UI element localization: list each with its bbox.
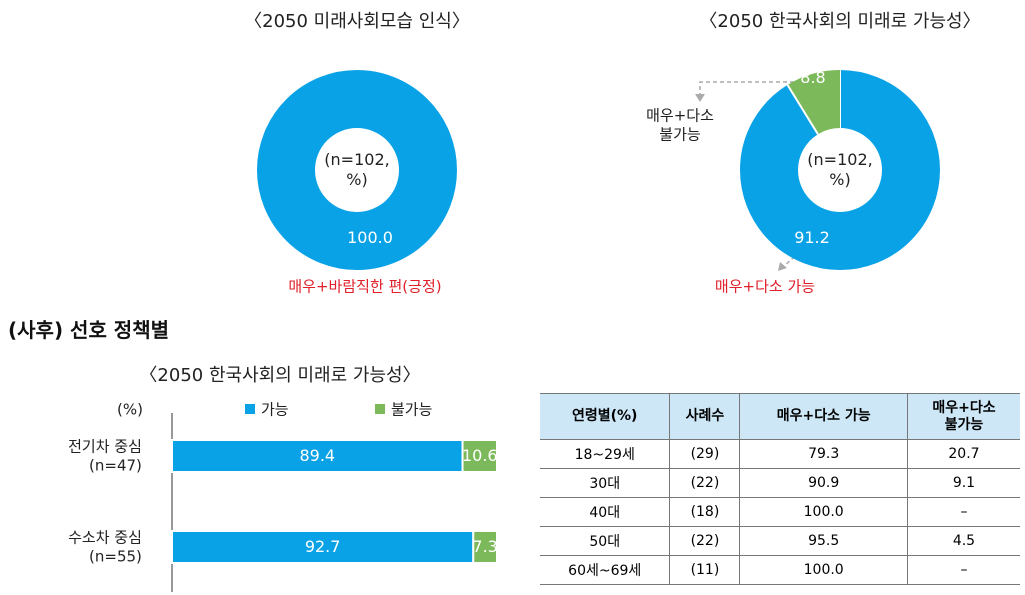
table-cell: 95.5 bbox=[739, 526, 908, 556]
table-cell: 60세~69세 bbox=[540, 555, 671, 585]
table-cell: – bbox=[906, 555, 1020, 585]
table-cell: 9.1 bbox=[906, 468, 1020, 498]
header-cell: 매우+다소 가능 bbox=[739, 393, 908, 440]
table-cell: (29) bbox=[669, 439, 741, 469]
legend-label: 불가능 bbox=[391, 400, 433, 419]
y-tick-label: 전기차 중심 (n=47) bbox=[68, 437, 142, 474]
legend-swatch bbox=[245, 404, 255, 414]
category-label: 매우+다소 가능 bbox=[714, 277, 816, 296]
value-label: 8.8 bbox=[800, 68, 826, 87]
segment-separator bbox=[786, 84, 819, 135]
value-label: 7.3 bbox=[472, 537, 498, 556]
table-cell: – bbox=[906, 497, 1020, 527]
chart-title: 〈2050 한국사회의 미래로 가능성〉 bbox=[699, 10, 981, 32]
header-cell: 사례수 bbox=[669, 393, 741, 440]
chart-title: 〈2050 미래사회모습 인식〉 bbox=[244, 10, 470, 32]
table-cell: 50대 bbox=[540, 526, 671, 556]
bar bbox=[461, 439, 498, 473]
table-row: 60세~69세 (11) 100.0– bbox=[540, 555, 1020, 585]
table-cell: 90.9 bbox=[739, 468, 908, 498]
legend-label: 가능 bbox=[261, 400, 289, 419]
table-header: 연령별(%) 사례수 매우+다소 가능 매우+다소 불가능 bbox=[540, 393, 1020, 440]
table-cell: 4.5 bbox=[906, 526, 1020, 556]
chart-title: 〈2050 한국사회의 미래로 가능성〉 bbox=[139, 364, 421, 386]
arrow-head bbox=[778, 262, 787, 271]
y-tick-label: 수소차 중심 (n=55) bbox=[68, 528, 142, 565]
bar bbox=[472, 530, 498, 564]
table-body: 18~29세 (29) 79.3 20.7 30대 (22) 90.9 9.1 40대 (18) 1… bbox=[540, 439, 1020, 585]
donut-segment bbox=[257, 70, 457, 270]
table-cell: (22) bbox=[669, 468, 741, 498]
table-cell: 100.0 bbox=[739, 497, 908, 527]
table-cell: 18~29세 bbox=[540, 439, 671, 469]
table-cell: (18) bbox=[669, 497, 741, 527]
table-row: 18~29세 (29) 79.3 20.7 bbox=[540, 439, 1020, 469]
donut-segment bbox=[740, 70, 940, 270]
table-cell: (11) bbox=[669, 555, 741, 585]
center-label: (n=102, %) bbox=[807, 150, 873, 189]
center-label: (n=102, %) bbox=[324, 150, 390, 189]
table-cell: 79.3 bbox=[739, 439, 908, 469]
table-row: 30대 (22) 90.9 9.1 bbox=[540, 468, 1020, 498]
table-cell: 30대 bbox=[540, 468, 671, 498]
value-label: 100.0 bbox=[347, 228, 393, 247]
data-table: 연령별(%) 사례수 매우+다소 가능 매우+다소 불가능 18~29세 (29) 79.… bbox=[540, 393, 1020, 585]
table-cell: 40대 bbox=[540, 497, 671, 527]
table-row: 40대 (18) 100.0– bbox=[540, 497, 1020, 527]
bar bbox=[171, 439, 464, 473]
category-label: 매우+다소 불가능 bbox=[646, 106, 714, 143]
table-cell: 20.7 bbox=[906, 439, 1020, 469]
value-label: 89.4 bbox=[299, 446, 336, 465]
value-label: 91.2 bbox=[794, 228, 830, 247]
table-cell: (22) bbox=[669, 526, 741, 556]
table-cell: 100.0 bbox=[739, 555, 908, 585]
section-title: (사후) 선호 정책별 bbox=[8, 318, 170, 342]
header-cell: 매우+다소 불가능 bbox=[906, 393, 1020, 440]
unit-label: (%) bbox=[117, 400, 143, 419]
table-row: 50대 (22) 95.5 4.5 bbox=[540, 526, 1020, 556]
value-label: 10.6 bbox=[461, 446, 498, 465]
category-label: 매우+바람직한 편(긍정) bbox=[288, 277, 442, 296]
header-cell: 연령별(%) bbox=[540, 393, 671, 440]
value-label: 92.7 bbox=[304, 537, 341, 556]
legend-swatch bbox=[375, 404, 385, 414]
arrow-head bbox=[695, 94, 705, 102]
